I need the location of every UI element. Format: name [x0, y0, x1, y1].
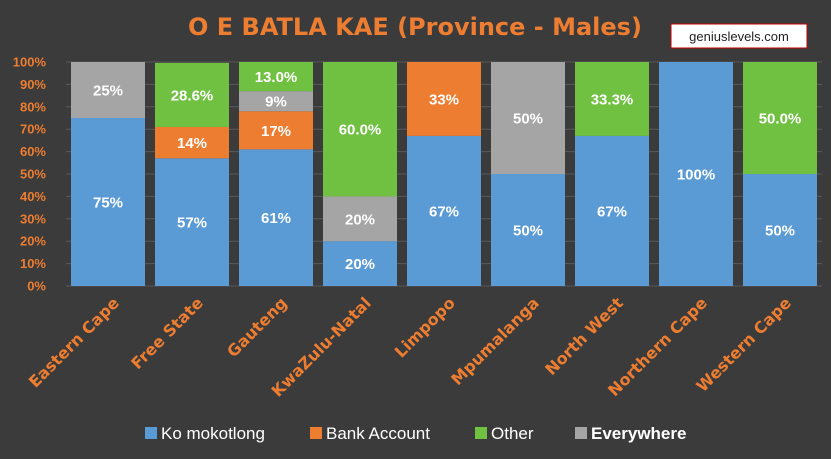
y-tick-label: 20% [20, 234, 46, 249]
legend: Ko mokotlong Bank Account Other Everywhere [145, 424, 686, 443]
legend-item-bank-account[interactable]: Bank Account [310, 424, 430, 443]
bar-western-cape-other [743, 62, 817, 174]
y-tick-label: 60% [20, 144, 46, 159]
bar-north-west-other [575, 62, 649, 136]
data-label-eastern-cape-everywhere: 25% [93, 83, 123, 100]
x-tick-free-state: Free State [127, 293, 207, 373]
y-axis-ticks: 0% 10% 20% 30% 40% 50% 60% 70% 80% 90% 100% [13, 55, 47, 294]
data-label-north-west-other: 33.3% [591, 91, 634, 108]
data-labels: 75% 25% 57% 14% 28.6% 61% 17% 9% 13.0% 20% 20% 60.0… [93, 69, 801, 273]
x-tick-mpumalanga: Mpumalanga [447, 293, 543, 389]
y-tick-label: 90% [20, 77, 46, 92]
data-label-gauteng-other: 13.0% [255, 69, 298, 86]
bar-gauteng-ko-mokotlong [239, 149, 313, 286]
y-tick-label: 40% [20, 189, 46, 204]
data-label-free-state-other: 28.6% [171, 87, 214, 104]
y-tick-label: 0% [27, 279, 46, 294]
data-label-eastern-cape-ko-mokotlong: 75% [93, 195, 123, 212]
data-label-north-west-ko-mokotlong: 67% [597, 203, 627, 220]
bar-gauteng-everywhere [239, 91, 313, 112]
bar-eastern-cape-everywhere [71, 62, 145, 118]
data-label-limpopo-bank-account: 33% [429, 91, 459, 108]
y-tick-label: 100% [13, 55, 47, 70]
bar-free-state-ko-mokotlong [155, 158, 229, 286]
data-label-western-cape-ko-mokotlong: 50% [765, 223, 795, 240]
data-label-gauteng-everywhere: 9% [265, 94, 287, 111]
data-label-gauteng-ko-mokotlong: 61% [261, 210, 291, 227]
y-tick-label: 10% [20, 256, 46, 271]
legend-item-everywhere[interactable]: Everywhere [575, 424, 686, 443]
x-axis-ticks: Eastern Cape Free State GautengKwaZulu-Nat… [25, 293, 795, 400]
bar-gauteng-other [239, 62, 313, 92]
data-label-kwazulu-natal-other: 60.0% [339, 122, 382, 139]
data-label-free-state-ko-mokotlong: 57% [177, 215, 207, 232]
legend-swatch [575, 427, 587, 439]
bar-north-west-ko-mokotlong [575, 135, 649, 286]
x-tick-eastern-cape: Eastern Cape [25, 293, 123, 391]
bar-limpopo-bank-account [407, 62, 481, 136]
bar-kwazulu-natal-ko-mokotlong [323, 241, 397, 286]
data-label-kwazulu-natal-everywhere: 20% [345, 211, 375, 228]
y-tick-label: 80% [20, 99, 46, 114]
x-tick-limpopo: Limpopo [391, 293, 459, 361]
y-tick-label: 30% [20, 211, 46, 226]
bar-eastern-cape-ko-mokotlong [71, 118, 145, 286]
legend-swatch [310, 427, 322, 439]
bars [71, 62, 817, 286]
data-label-mpumalanga-everywhere: 50% [513, 111, 543, 128]
x-tick-north-west: North West [541, 293, 627, 379]
bar-free-state-bank-account [155, 126, 229, 159]
data-label-gauteng-bank-account: 17% [261, 123, 291, 140]
bar-gauteng-bank-account [239, 111, 313, 150]
data-label-limpopo-ko-mokotlong: 67% [429, 203, 459, 220]
data-label-northern-cape-ko-mokotlong: 100% [677, 167, 715, 184]
bar-kwazulu-natal-other [323, 62, 397, 197]
legend-label: Ko mokotlong [161, 424, 265, 443]
data-label-kwazulu-natal-ko-mokotlong: 20% [345, 256, 375, 273]
legend-item-other[interactable]: Other [475, 424, 534, 443]
chart-title: O E BATLA KAE (Province - Males) [188, 13, 642, 41]
legend-label: Everywhere [591, 424, 686, 443]
bar-western-cape-ko-mokotlong [743, 174, 817, 286]
legend-item-ko-mokotlong[interactable]: Ko mokotlong [145, 424, 265, 443]
bar-free-state-other [155, 62, 229, 127]
legend-swatch [475, 427, 487, 439]
bar-mpumalanga-everywhere [491, 62, 565, 174]
bar-mpumalanga-ko-mokotlong [491, 174, 565, 286]
legend-label: Bank Account [326, 424, 430, 443]
watermark-box [670, 23, 808, 49]
bar-limpopo-ko-mokotlong [407, 135, 481, 286]
data-label-free-state-bank-account: 14% [177, 135, 207, 152]
legend-swatch [145, 427, 157, 439]
watermark[interactable]: geniuslevels.com [670, 23, 808, 49]
watermark-text: geniuslevels.com [689, 29, 789, 44]
bar-kwazulu-natal-everywhere [323, 196, 397, 242]
x-tick-gauteng: Gauteng [223, 293, 291, 361]
data-label-mpumalanga-ko-mokotlong: 50% [513, 223, 543, 240]
y-tick-label: 50% [20, 167, 46, 182]
data-label-western-cape-other: 50.0% [759, 111, 802, 128]
y-tick-label: 70% [20, 122, 46, 137]
bar-northern-cape-ko-mokotlong [659, 62, 733, 286]
legend-label: Other [491, 424, 534, 443]
